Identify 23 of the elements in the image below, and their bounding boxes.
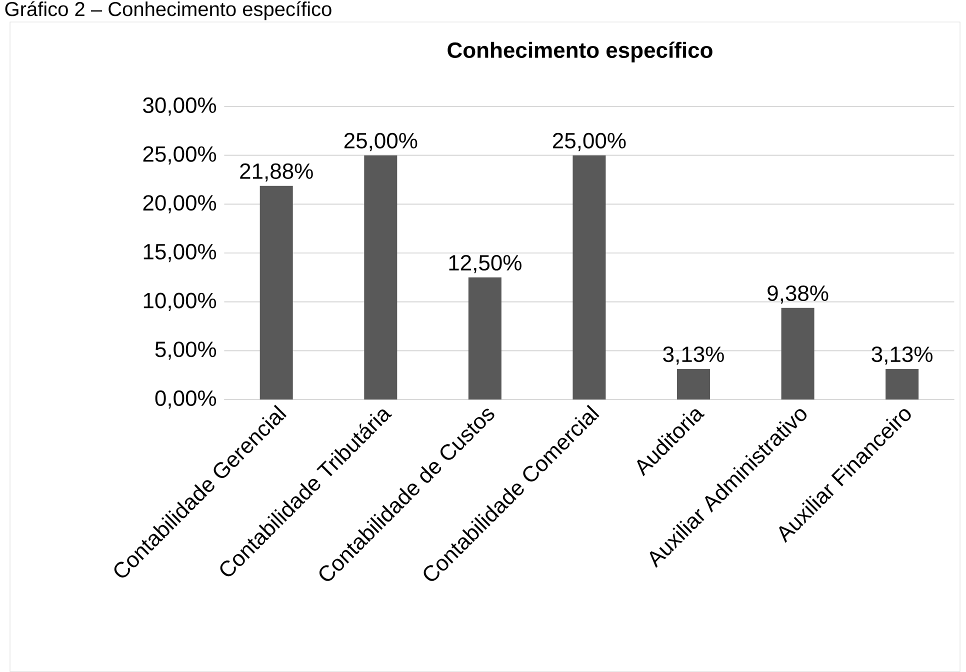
y-tick-label: 10,00% [144, 292, 216, 311]
data-label: 21,88% [240, 163, 313, 182]
bar [364, 155, 398, 400]
data-label: 3,13% [872, 346, 932, 365]
data-label: 25,00% [553, 132, 626, 152]
y-tick-label: 20,00% [143, 195, 216, 214]
data-label: 3,13% [663, 346, 724, 365]
bar [781, 308, 814, 400]
chart-title: Conhecimento específico [448, 42, 712, 62]
y-tick-label: 5,00% [155, 342, 216, 360]
y-tick-label: 15,00% [144, 244, 216, 262]
bar [260, 186, 293, 400]
data-label: 12,50% [449, 254, 522, 274]
text: Gráfico 2 – Conhecimento específico [5, 1, 332, 20]
data-label: 9,38% [768, 285, 828, 304]
bar [677, 368, 710, 400]
y-tick-label: 25,00% [143, 146, 216, 164]
y-tick-label: 30,00% [143, 97, 216, 116]
bar [468, 277, 502, 400]
bar [886, 368, 919, 400]
bar [572, 155, 606, 400]
data-label: 25,00% [344, 132, 418, 152]
y-tick-label: 0,00% [155, 390, 216, 409]
